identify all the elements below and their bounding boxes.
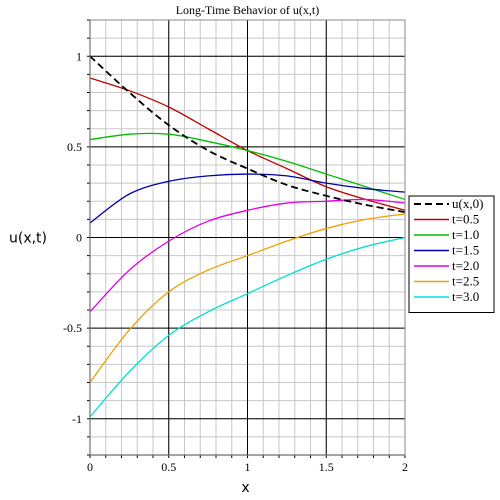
y-tick-label: 1 [76,49,82,63]
legend-box [408,195,495,313]
legend-label: t=1.5 [452,243,479,258]
x-axis-label: x [241,480,249,496]
x-tick-label: 2 [402,460,408,474]
tick-labels: 0 0.5 1 1.5 2 1 0.5 0 -0.5 -1 [63,49,408,474]
series-line-t-3-0 [89,236,406,418]
series-line-t-1-0 [89,132,406,201]
legend-label: t=2.0 [452,258,479,273]
legend: u(x,0)t=0.5t=1.0t=1.5t=2.0t=2.5t=3.0 [408,195,495,313]
x-tick-label: 1.5 [319,460,334,474]
series-line-u-x-0 [89,55,406,214]
legend-label: t=0.5 [452,212,479,227]
y-tick-label: 0.5 [67,140,82,154]
series-lines [89,55,406,418]
y-tick-label: 0 [76,231,82,245]
y-tick-label: -1 [72,412,82,426]
series-line-t-2-0 [89,198,406,313]
y-axis-label: u(x,t) [9,231,47,247]
legend-label: t=3.0 [452,289,479,304]
y-tick-label: -0.5 [63,321,82,335]
x-tick-label: 0.5 [161,460,176,474]
plot-frame [89,19,406,456]
chart-title: Long-Time Behavior of u(x,t) [176,3,320,17]
legend-label: u(x,0) [452,196,483,211]
x-tick-label: 1 [245,460,251,474]
x-tick-label: 0 [87,460,93,474]
legend-label: t=1.0 [452,227,479,242]
legend-label: t=2.5 [452,274,479,289]
series-line-t-1-5 [89,173,406,224]
series-line-t-2-5 [89,213,406,383]
